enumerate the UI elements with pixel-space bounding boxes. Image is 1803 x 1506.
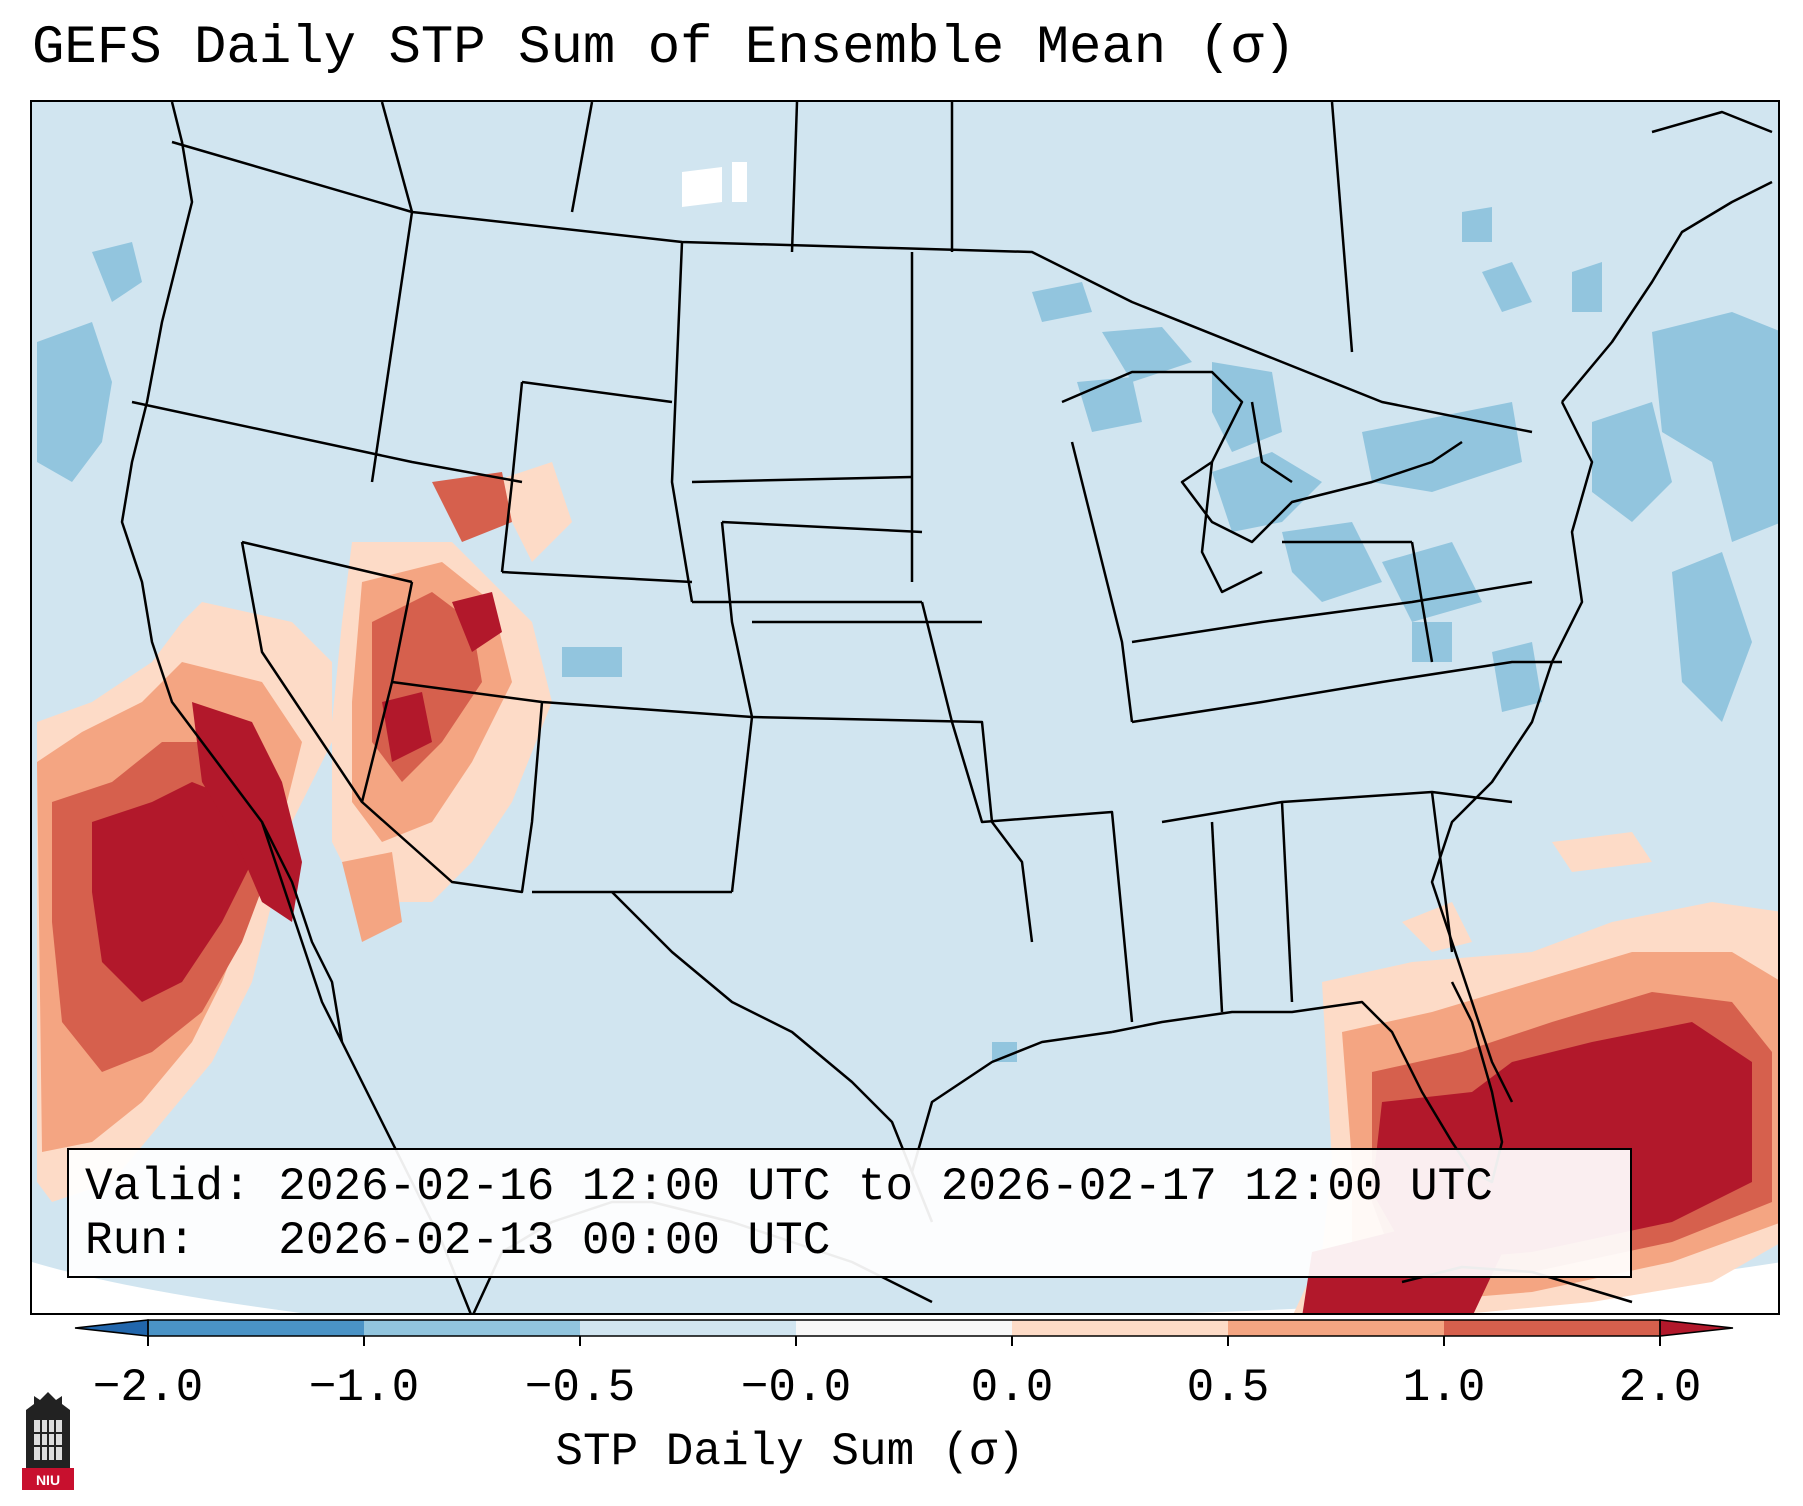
colorbar-tick-label: −0.0 (740, 1362, 852, 1414)
colorbar-tick-label: −1.0 (308, 1362, 420, 1414)
colorbar-segment (148, 1320, 365, 1336)
colorbar-tick-label: −0.5 (524, 1362, 636, 1414)
colorbar-outline (147, 1319, 1661, 1337)
colorbar-tick-label: −2.0 (92, 1362, 204, 1414)
negative-anomaly-areas (37, 207, 1778, 1062)
colorbar-tick-label: 1.0 (1402, 1362, 1486, 1414)
colorbar-ticks (147, 1336, 1661, 1346)
colorbar-tick-label: 0.5 (1186, 1362, 1270, 1414)
colorbar-segments (148, 1320, 1661, 1336)
logo-text: NIU (36, 1472, 60, 1488)
boundary-lines (120, 102, 1773, 1313)
colorbar-segment (364, 1320, 581, 1336)
colorbar-tick-label: 0.0 (970, 1362, 1054, 1414)
niu-logo: NIU (22, 1392, 74, 1490)
colorbar-segment (1012, 1320, 1229, 1336)
colorbar-tick-label: 2.0 (1618, 1362, 1702, 1414)
colorbar-extend-low (74, 1319, 149, 1337)
run-value: 2026-02-13 00:00 UTC (278, 1215, 831, 1267)
valid-value: 2026-02-16 12:00 UTC to 2026-02-17 12:00… (278, 1161, 1493, 1213)
valid-label: Valid: (85, 1161, 251, 1213)
colorbar-segment (1444, 1320, 1661, 1336)
colorbar-segment (796, 1320, 1013, 1336)
colorbar-segment (1228, 1320, 1445, 1336)
map-panel (30, 100, 1780, 1315)
near-zero-areas (682, 162, 747, 207)
map-svg (32, 102, 1778, 1313)
colorbar-extend-high (1659, 1319, 1734, 1337)
colorbar (74, 1319, 1734, 1346)
chart-title: GEFS Daily STP Sum of Ensemble Mean (σ) (32, 18, 1296, 79)
run-label: Run: (85, 1215, 196, 1267)
info-box: Valid: 2026-02-16 12:00 UTC to 2026-02-1… (67, 1148, 1632, 1278)
colorbar-label: STP Daily Sum (σ) (555, 1426, 1025, 1478)
colorbar-segment (580, 1320, 797, 1336)
